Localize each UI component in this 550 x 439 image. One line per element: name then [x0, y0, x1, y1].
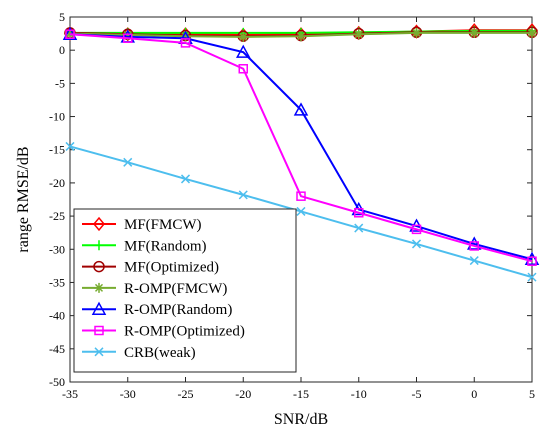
x-axis-label: SNR/dB	[274, 411, 328, 428]
data-point-r-omp-random	[293, 102, 309, 116]
data-point-crb-weak	[354, 223, 364, 233]
legend-marker-mf-optimized	[93, 260, 105, 273]
legend-label-r-omp-fmcw: R-OMP(FMCW)	[124, 281, 227, 297]
data-point-crb-weak	[296, 206, 306, 216]
data-point-r-omp-optimized	[354, 208, 364, 218]
y-tick-label: -45	[49, 342, 65, 356]
y-tick-label: -50	[49, 375, 65, 389]
data-point-crb-weak	[123, 157, 133, 167]
x-tick-label: -35	[62, 387, 78, 401]
legend-label-r-omp-random: R-OMP(Random)	[124, 302, 232, 318]
data-point-r-omp-random	[524, 251, 540, 265]
data-point-r-omp-fmcw	[411, 27, 422, 38]
y-tick-label: -10	[49, 110, 65, 124]
data-point-r-omp-optimized	[411, 224, 422, 235]
y-tick-label: -25	[49, 209, 65, 223]
data-point-crb-weak	[238, 190, 248, 200]
y-tick-label: -40	[49, 309, 65, 323]
legend-box	[73, 208, 297, 373]
x-tick-label: -30	[120, 387, 136, 401]
x-tick-label: 0	[471, 387, 477, 401]
y-tick-label: 0	[59, 43, 65, 57]
data-point-r-omp-optimized	[296, 191, 306, 201]
data-point-r-omp-fmcw	[353, 29, 364, 40]
legend-marker-r-omp-optimized	[94, 325, 104, 336]
y-tick-label: -15	[49, 143, 65, 157]
data-point-r-omp-optimized	[123, 33, 133, 43]
series-line-r-omp-optimized	[69, 33, 533, 263]
data-point-r-omp-fmcw	[527, 27, 537, 38]
data-point-r-omp-fmcw	[469, 27, 480, 38]
data-point-crb-weak	[180, 174, 191, 184]
data-point-r-omp-random	[466, 236, 482, 250]
data-point-r-omp-fmcw	[238, 31, 249, 42]
x-tick-label: 5	[529, 387, 535, 401]
data-point-crb-weak	[65, 141, 75, 151]
data-point-r-omp-optimized	[65, 29, 75, 40]
legend-label-mf-fmcw: MF(FMCW)	[124, 217, 202, 233]
x-tick-label: -5	[412, 387, 422, 401]
y-tick-label: -30	[49, 242, 65, 256]
legend-marker-r-omp-fmcw	[94, 282, 104, 293]
x-tick-label: -20	[235, 387, 251, 401]
x-tick-label: -15	[293, 387, 309, 401]
legend-label-crb-weak: CRB(weak)	[124, 345, 196, 361]
data-point-crb-weak	[411, 239, 422, 249]
legend-label-mf-optimized: MF(Optimized)	[124, 260, 219, 276]
legend-label-r-omp-optimized: R-OMP(Optimized)	[124, 324, 245, 340]
data-point-r-omp-optimized	[238, 64, 248, 74]
y-tick-label: -5	[55, 76, 65, 90]
legend-label-mf-random: MF(Random)	[124, 238, 207, 254]
data-point-r-omp-fmcw	[296, 31, 306, 42]
data-point-r-omp-optimized	[469, 241, 479, 251]
series-line-r-omp-random	[69, 33, 533, 261]
legend-marker-mf-random	[94, 240, 104, 251]
data-point-crb-weak	[527, 272, 537, 282]
data-point-r-omp-random	[235, 44, 251, 58]
y-tick-label: 5	[59, 10, 65, 24]
y-axis-label: range RMSE/dB	[15, 146, 32, 252]
data-point-crb-weak	[469, 256, 479, 266]
legend-marker-mf-fmcw	[93, 216, 105, 232]
legend-marker-crb-weak	[94, 347, 104, 357]
data-point-r-omp-optimized	[527, 256, 537, 266]
legend-marker-r-omp-random	[91, 301, 107, 315]
data-point-r-omp-optimized	[180, 38, 191, 48]
y-tick-label: -35	[49, 275, 65, 289]
x-tick-label: -10	[351, 387, 367, 401]
y-tick-label: -20	[49, 176, 65, 190]
data-point-r-omp-fmcw	[65, 28, 75, 39]
x-tick-label: -25	[178, 387, 194, 401]
data-point-r-omp-fmcw	[180, 31, 191, 42]
